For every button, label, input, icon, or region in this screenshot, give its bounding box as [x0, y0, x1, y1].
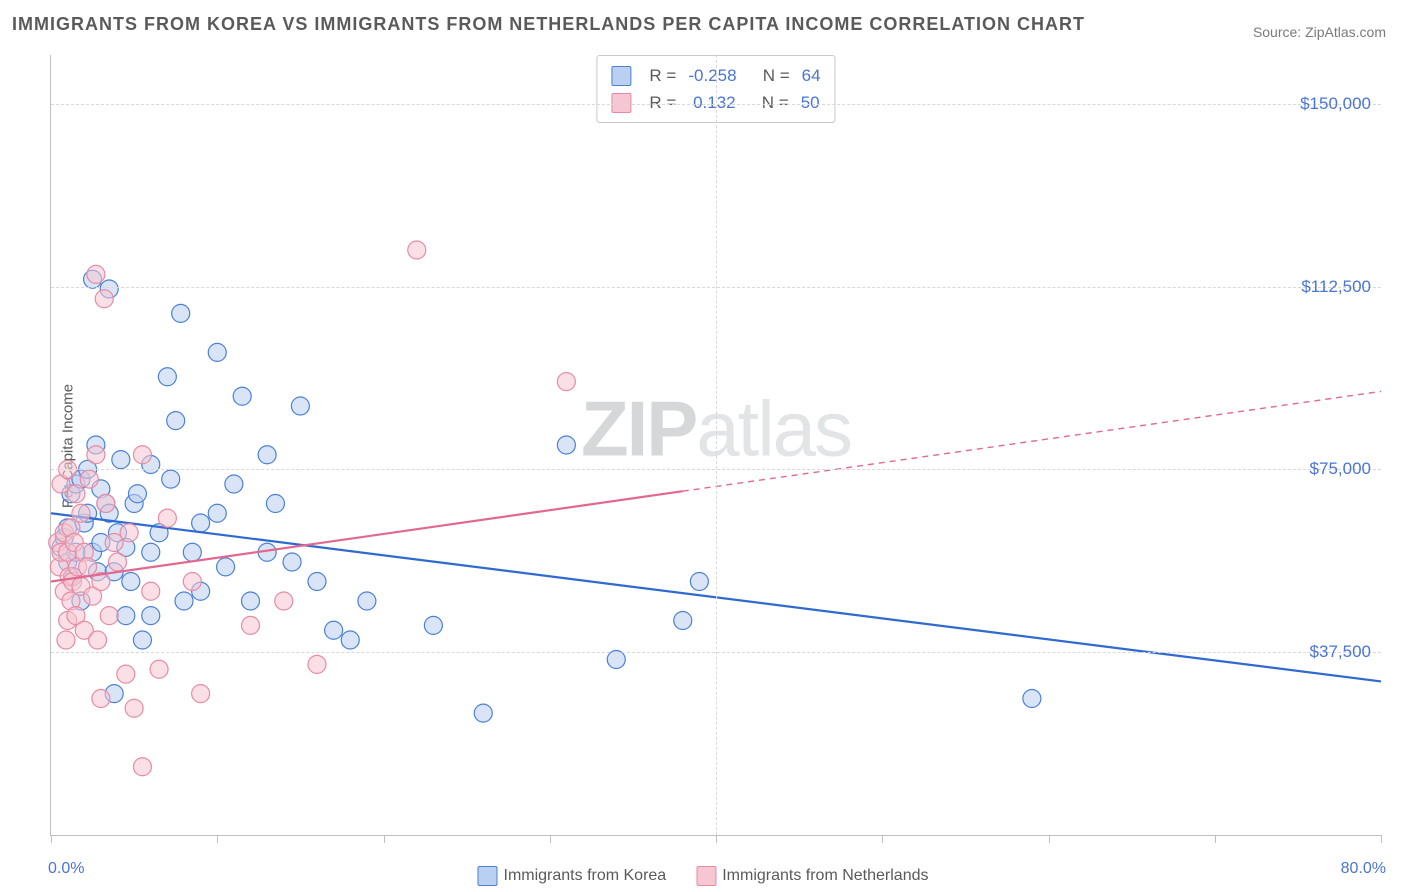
scatter-point	[158, 368, 176, 386]
x-axis-max-label: 80.0%	[1341, 860, 1386, 878]
scatter-point	[89, 631, 107, 649]
scatter-point	[79, 558, 97, 576]
legend-r-value: -0.258	[688, 62, 736, 89]
scatter-point	[225, 475, 243, 493]
legend-item: Immigrants from Korea	[477, 866, 666, 886]
legend-n-value: 64	[802, 62, 821, 89]
scatter-point	[109, 553, 127, 571]
chart-title: IMMIGRANTS FROM KOREA VS IMMIGRANTS FROM…	[12, 14, 1085, 35]
scatter-point	[557, 436, 575, 454]
legend-series-label: Immigrants from Netherlands	[722, 867, 928, 884]
x-tick	[550, 835, 551, 843]
scatter-point	[208, 504, 226, 522]
scatter-point	[408, 241, 426, 259]
scatter-point	[142, 582, 160, 600]
scatter-point	[325, 621, 343, 639]
scatter-point	[122, 573, 140, 591]
scatter-point	[607, 651, 625, 669]
scatter-point	[125, 699, 143, 717]
x-tick	[384, 835, 385, 843]
scatter-point	[72, 504, 90, 522]
scatter-point	[208, 343, 226, 361]
scatter-point	[133, 631, 151, 649]
scatter-point	[67, 485, 85, 503]
x-tick	[716, 835, 717, 843]
scatter-point	[258, 446, 276, 464]
legend-series-label: Immigrants from Korea	[503, 867, 666, 884]
legend-n-label: N =	[749, 62, 790, 89]
scatter-point	[291, 397, 309, 415]
x-tick	[1381, 835, 1382, 843]
x-tick	[1049, 835, 1050, 843]
scatter-point	[162, 470, 180, 488]
scatter-point	[142, 607, 160, 625]
scatter-point	[183, 543, 201, 561]
scatter-point	[80, 470, 98, 488]
source-label: Source: ZipAtlas.com	[1253, 24, 1386, 40]
scatter-point	[172, 304, 190, 322]
scatter-point	[557, 373, 575, 391]
scatter-point	[142, 543, 160, 561]
plot-area: R =-0.258 N =64R = 0.132 N =50 ZIPatlas …	[50, 55, 1381, 836]
scatter-point	[120, 524, 138, 542]
y-tick-label: $112,500	[1301, 277, 1371, 297]
x-tick	[882, 835, 883, 843]
x-tick	[1215, 835, 1216, 843]
legend-swatch	[477, 866, 497, 886]
y-tick-label: $37,500	[1310, 642, 1371, 662]
scatter-point	[308, 655, 326, 673]
scatter-point	[117, 665, 135, 683]
scatter-point	[192, 685, 210, 703]
scatter-point	[192, 514, 210, 532]
legend-item: Immigrants from Netherlands	[696, 866, 928, 886]
regression-line-dashed	[683, 391, 1381, 491]
regression-line-solid	[51, 491, 683, 581]
scatter-point	[308, 573, 326, 591]
chart-container: IMMIGRANTS FROM KOREA VS IMMIGRANTS FROM…	[0, 0, 1406, 892]
scatter-point	[87, 265, 105, 283]
scatter-point	[283, 553, 301, 571]
scatter-point	[690, 573, 708, 591]
y-tick-label: $75,000	[1310, 459, 1371, 479]
scatter-point	[57, 631, 75, 649]
scatter-point	[1023, 690, 1041, 708]
scatter-point	[133, 758, 151, 776]
scatter-point	[183, 573, 201, 591]
scatter-point	[95, 290, 113, 308]
scatter-point	[674, 612, 692, 630]
scatter-point	[128, 485, 146, 503]
scatter-point	[358, 592, 376, 610]
scatter-point	[87, 446, 105, 464]
y-tick-label: $150,000	[1300, 94, 1371, 114]
series-legend: Immigrants from Korea Immigrants from Net…	[477, 866, 928, 886]
x-tick	[51, 835, 52, 843]
legend-r-label: R =	[649, 62, 676, 89]
scatter-point	[242, 592, 260, 610]
scatter-point	[117, 607, 135, 625]
scatter-point	[474, 704, 492, 722]
legend-swatch	[696, 866, 716, 886]
scatter-point	[266, 495, 284, 513]
scatter-point	[175, 592, 193, 610]
scatter-point	[133, 446, 151, 464]
scatter-point	[150, 660, 168, 678]
x-axis-min-label: 0.0%	[48, 860, 84, 878]
scatter-point	[424, 616, 442, 634]
scatter-point	[233, 387, 251, 405]
legend-swatch	[611, 66, 631, 86]
scatter-point	[275, 592, 293, 610]
scatter-point	[92, 690, 110, 708]
scatter-point	[158, 509, 176, 527]
scatter-point	[341, 631, 359, 649]
scatter-point	[112, 451, 130, 469]
scatter-point	[97, 495, 115, 513]
gridline-vertical	[716, 55, 717, 835]
scatter-point	[217, 558, 235, 576]
scatter-point	[167, 412, 185, 430]
scatter-point	[100, 607, 118, 625]
x-tick	[217, 835, 218, 843]
scatter-point	[242, 616, 260, 634]
